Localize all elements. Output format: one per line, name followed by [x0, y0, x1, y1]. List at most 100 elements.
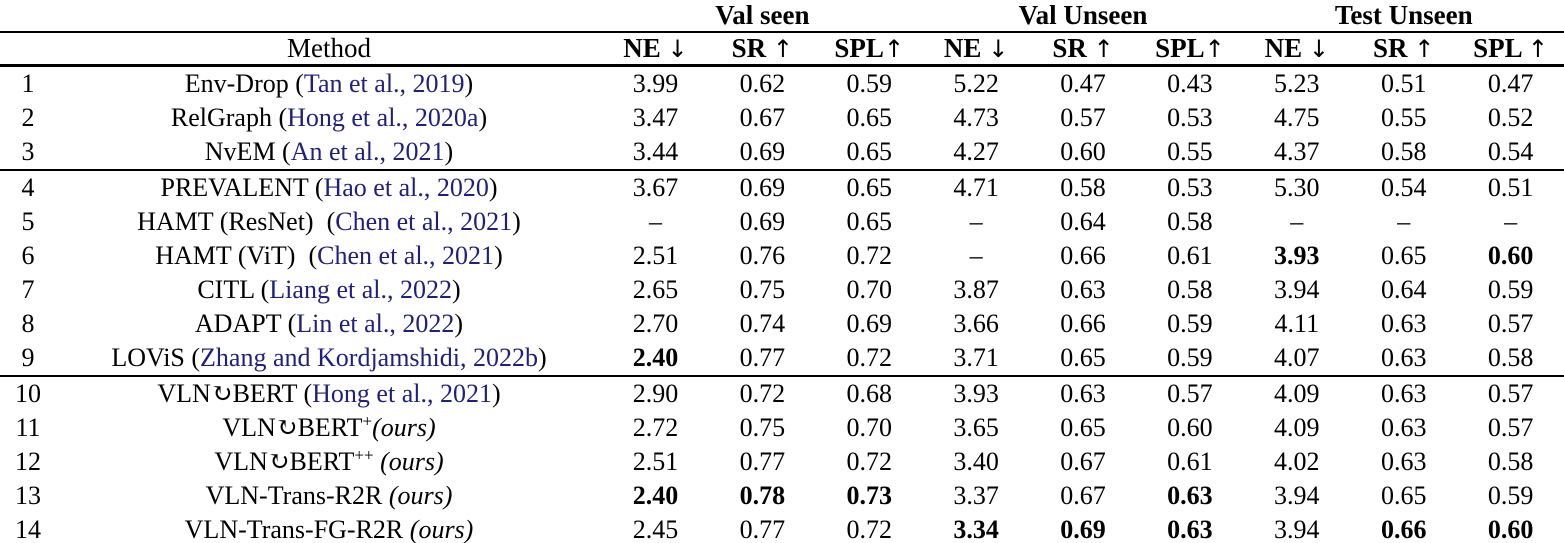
method-text: )	[454, 309, 464, 338]
row-number: 7	[21, 275, 35, 304]
citation-link[interactable]: Tan et al., 2019	[303, 69, 465, 98]
metric-value: 0.70	[846, 413, 892, 442]
metric-value: 3.71	[922, 341, 1030, 377]
metric-value: 0.65	[846, 103, 892, 132]
metric-value: 0.55	[1136, 135, 1244, 171]
citation-link[interactable]: Liang et al., 2022	[269, 275, 452, 304]
method-cell: HAMT (ViT) (Chen et al., 2021)	[56, 239, 602, 273]
method-cell: PREVALENT (Hao et al., 2020)	[56, 170, 602, 205]
metric-value: 3.44	[602, 135, 709, 171]
row-number: 1	[21, 69, 35, 98]
metric-value: 0.70	[846, 275, 892, 304]
metric-value: 0.76	[739, 241, 786, 270]
metric-value: 0.61	[1167, 241, 1213, 270]
method-text: VLN↻BERT	[214, 447, 355, 476]
citation-link[interactable]: Hong et al., 2021	[312, 379, 492, 408]
metric-value: 0.63	[1380, 309, 1427, 338]
up-arrow-icon: ↑	[883, 35, 905, 63]
method-text: ADAPT (	[194, 309, 297, 338]
metric-label: SPL	[834, 33, 884, 63]
metric-value: 0.66	[1060, 309, 1106, 338]
row-number: 5	[21, 207, 35, 236]
metric-value: –	[1397, 207, 1411, 236]
group-header-row: Val seen Val Unseen Test Unseen	[0, 0, 1564, 33]
table-row: 14 VLN-Trans-FG-R2R (ours) 2.45 0.77 0.72 3.3…	[0, 513, 1564, 543]
metric-value: 0.62	[739, 69, 786, 98]
method-text: )	[478, 103, 488, 132]
metric-value: 2.65	[632, 275, 679, 304]
row-number: 4	[21, 173, 35, 202]
metric-value: 0.72	[846, 447, 892, 476]
metric-value: 0.59	[1167, 309, 1213, 338]
metric-value: 0.57	[1487, 413, 1534, 442]
method-cell: RelGraph (Hong et al., 2020a)	[56, 101, 602, 135]
method-text: )	[464, 69, 474, 98]
citation-link[interactable]: Hao et al., 2020	[323, 173, 489, 202]
row-number: 3	[0, 135, 56, 171]
table-body: 1 Env-Drop (Tan et al., 2019) 3.99 0.62 0.59…	[0, 66, 1564, 543]
metric-value: 2.51	[632, 447, 679, 476]
table-row: 4 PREVALENT (Hao et al., 2020) 3.67 0.69 0.6…	[0, 170, 1564, 205]
metric-value: 0.67	[1060, 481, 1106, 510]
metric-value: 4.37	[1243, 135, 1351, 171]
col-header-spl-valseen: SPL↑	[815, 32, 923, 67]
metric-value: 5.22	[953, 69, 999, 98]
metric-value: 0.72	[739, 379, 786, 408]
metric-value: 0.59	[1487, 481, 1534, 510]
metric-value: 0.63	[1136, 513, 1244, 543]
metric-value: 0.63	[1167, 481, 1213, 510]
metric-value: 0.64	[1380, 275, 1427, 304]
metric-value: 3.37	[953, 481, 999, 510]
metric-value: 3.34	[922, 513, 1030, 543]
row-number: 10	[15, 379, 41, 408]
table-row: 8 ADAPT (Lin et al., 2022) 2.70 0.74 0.69 3.6…	[0, 307, 1564, 341]
citation-link[interactable]: Chen et al., 2021	[317, 241, 495, 270]
table-row: 7 CITL (Liang et al., 2022) 2.65 0.75 0.70 3.…	[0, 273, 1564, 307]
metric-value: 0.65	[1029, 341, 1137, 377]
metric-label: NE	[943, 33, 989, 63]
ours-label: (ours)	[372, 413, 436, 442]
method-text: LOViS (	[111, 343, 201, 372]
up-arrow-icon: ↑	[772, 35, 794, 63]
metric-value: 0.61	[1167, 447, 1213, 476]
metric-value: 0.63	[1060, 379, 1106, 408]
metric-value: 0.77	[708, 513, 816, 543]
metric-value: 0.59	[1487, 275, 1534, 304]
metric-label: SPL	[1155, 33, 1205, 63]
citation-link[interactable]: An et al., 2021	[290, 137, 445, 166]
metric-value: 0.58	[1457, 341, 1564, 377]
col-header-sr-valseen: SR ↑	[708, 32, 816, 67]
table-row: 1 Env-Drop (Tan et al., 2019) 3.99 0.62 0.59…	[0, 66, 1564, 102]
method-superscript: ++	[354, 445, 374, 465]
metric-value: 0.69	[1029, 513, 1137, 543]
citation-link[interactable]: Zhang and Kordjamshidi, 2022b	[200, 343, 538, 372]
column-header-row: Method NE ↓ SR ↑ SPL↑ NE ↓ SR ↑ SPL↑ NE …	[0, 32, 1564, 67]
method-text: )	[512, 207, 521, 236]
metric-value: 0.60	[1029, 135, 1137, 171]
metric-value: 2.90	[632, 379, 679, 408]
metric-value: 4.07	[1243, 341, 1351, 377]
metric-value: 0.58	[1167, 275, 1213, 304]
row-number: 8	[21, 309, 35, 338]
metric-value: 0.60	[1487, 241, 1534, 270]
citation-link[interactable]: Hong et al., 2020a	[287, 103, 479, 132]
metric-value: 3.47	[632, 103, 679, 132]
metric-value: –	[1290, 207, 1304, 236]
citation-link[interactable]: Lin et al., 2022	[296, 309, 455, 338]
metric-value: 3.93	[1274, 241, 1320, 270]
group-header-spacer	[0, 0, 602, 33]
metric-value: 4.09	[1274, 413, 1320, 442]
metric-value: 0.68	[846, 379, 892, 408]
metric-value: 0.69	[739, 173, 786, 202]
method-cell: VLN↻BERT+(ours)	[56, 411, 602, 445]
table-row: 2 RelGraph (Hong et al., 2020a) 3.47 0.67 0.…	[0, 101, 1564, 135]
method-superscript: +	[362, 411, 373, 431]
metric-value: 0.59	[1136, 341, 1244, 377]
metric-value: 2.72	[632, 413, 679, 442]
metric-value: 0.53	[1167, 103, 1213, 132]
metric-value: 0.54	[1380, 173, 1427, 202]
metric-value: 0.75	[739, 413, 786, 442]
metric-value: 0.57	[1487, 379, 1534, 408]
citation-link[interactable]: Chen et al., 2021	[335, 207, 513, 236]
metric-value: 2.45	[602, 513, 709, 543]
